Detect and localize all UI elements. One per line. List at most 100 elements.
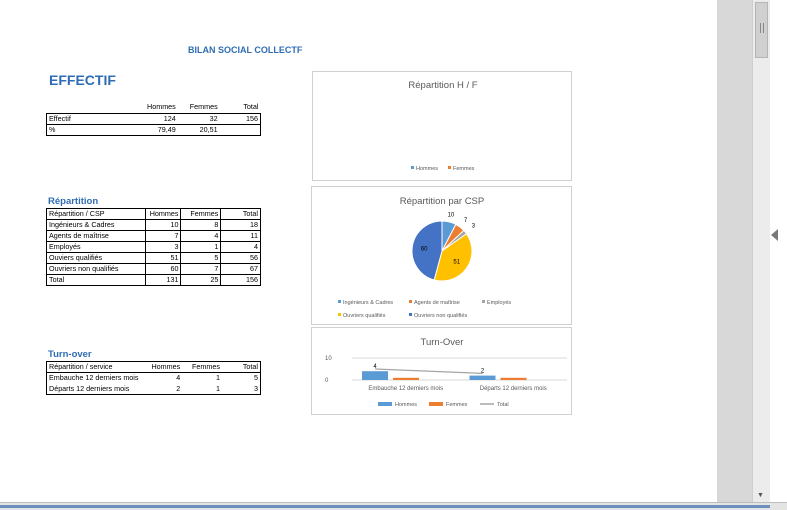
legend-label: Ingénieurs & Cadres [343,300,393,306]
table-header-cell: Hommes [147,102,176,112]
legend-label: Employés [487,300,511,306]
table-row: Ouvriers non qualifiés 60 7 67 [46,263,261,275]
legend-label: Femmes [446,402,468,408]
table-cell: 10 [144,219,182,231]
left-margin [0,0,30,502]
chart-csp: Répartition par CSP 10 73 51 60 Ingénieurs … [338,196,511,319]
data-label: 7 [464,218,468,224]
legend-label: Femmes [453,166,475,172]
chart-turnover-box[interactable]: Turn-Over 0 10 Embauche 12 derniers mois 4 D… [311,327,572,415]
table-cell: 51 [144,252,182,264]
table-cell: 11 [220,230,261,242]
table-cell: 7 [144,230,182,242]
bar-plot: 0 10 Embauche 12 derniers mois 4 Départs 12 … [325,356,567,392]
table-header-cell: Total [220,208,261,220]
table-cell: 156 [220,274,261,286]
document-title: BILAN SOCIAL COLLECTF [188,45,303,55]
table-row: Embauche 12 derniers mois 4 1 5 [47,373,261,384]
table-row: Agents de maîtrise 7 4 11 [46,230,261,242]
chart-csp-box[interactable]: Répartition par CSP 10 7 3 51 60 Ingénieurs … [311,186,572,325]
table-cell: 5 [180,252,222,264]
chart-legend: Hommes Femmes [411,166,475,172]
table-cell: 20,51 [199,124,218,134]
y-tick-label: 10 [325,356,332,362]
scroll-down-icon[interactable]: ▼ [757,492,764,499]
bar [393,377,419,380]
table-cell: 7 [180,263,222,275]
table-header-cell: Total [243,102,259,112]
data-label: 10 [448,213,455,219]
section-repartition-heading: Répartition [48,196,99,207]
data-label: 51 [453,259,460,265]
table-header-cell: Répartition / CSP [46,208,146,220]
table-cell: Embauche 12 derniers mois [49,373,139,383]
legend-label: Ouvriers qualifiés [343,313,386,319]
data-label: 3 [472,223,476,229]
gray-background [717,0,752,502]
table-cell: % [49,124,56,134]
legend-label: Hommes [395,402,417,408]
table-cell: Effectif [49,113,71,123]
table-cell: Départs 12 derniers mois [49,383,130,393]
legend-swatch [409,300,412,303]
table-row: Employés 3 1 4 [46,241,261,253]
table-cell: 3 [144,241,182,253]
horizontal-scrollbar[interactable] [0,502,787,510]
table-cell: 4 [220,241,261,253]
legend-label: Hommes [416,166,438,172]
table-row: Effectif 124 32 156 [46,113,261,124]
table-cell: 67 [220,263,261,275]
y-tick-label: 0 [325,378,329,384]
section-effectif-heading: EFFECTIF [49,72,116,88]
data-label: 2 [481,369,485,375]
legend-swatch [482,300,485,303]
data-label: 4 [373,364,377,370]
side-panel-strip [770,0,787,502]
table-cell: 18 [220,219,261,231]
bar [362,371,388,380]
table-header-cell [47,102,133,113]
table-cell: 56 [220,252,261,264]
table-cell: 8 [180,219,222,231]
table-header-cell: Femmes [180,208,222,220]
table-cell: 1 [216,383,220,393]
legend-swatch [411,166,414,169]
legend-label: Total [497,402,509,408]
table-cell: 156 [246,113,258,123]
legend-label: Agents de maîtrise [414,300,460,306]
table-header-cell: Hommes [151,362,181,371]
table-cell: 4 [180,230,222,242]
table-cell: 3 [254,383,258,393]
table-header-cell: Total [242,362,258,371]
table-cell: 1 [216,373,220,383]
legend-swatch [378,402,392,406]
table-cell: 25 [180,274,222,286]
table-cell: 32 [209,113,218,123]
chart-legend: Ingénieurs & Cadres Agents de maîtrise Emp… [338,300,511,319]
legend-swatch [409,313,412,316]
pie-slices: 10 73 51 60 [411,213,476,282]
vertical-scrollbar[interactable]: ▼ [752,0,770,502]
horizontal-scroll-track [0,505,770,508]
chart-title: Répartition H / F [408,80,477,91]
collapse-arrow-icon[interactable] [771,229,778,241]
chart-turnover: Turn-Over 0 10 Embauche 12 derniers mois 4 D… [325,337,567,408]
bar [469,375,496,380]
chart-title: Turn-Over [421,337,464,348]
table-cell [220,124,261,135]
table-header-cell: Hommes [144,208,182,220]
x-tick-label: Départs 12 derniers mois [480,386,547,392]
table-cell: Ouvriers non qualifiés [46,263,146,275]
table-row: Ouviers qualifiés 51 5 56 [46,252,261,264]
table-cell: 1 [180,241,222,253]
repartition-table: Répartition / CSP Hommes Femmes Total In… [46,208,261,286]
turnover-table: Répartition / service Hommes Femmes Tota… [46,361,261,395]
legend-swatch [338,300,341,303]
pie-slice [433,233,473,282]
scroll-thumb[interactable] [755,2,768,58]
x-tick-label: Embauche 12 derniers mois [368,386,443,392]
legend-swatch [448,166,451,169]
table-header-row: Répartition / service Hommes Femmes Tota… [46,362,261,373]
